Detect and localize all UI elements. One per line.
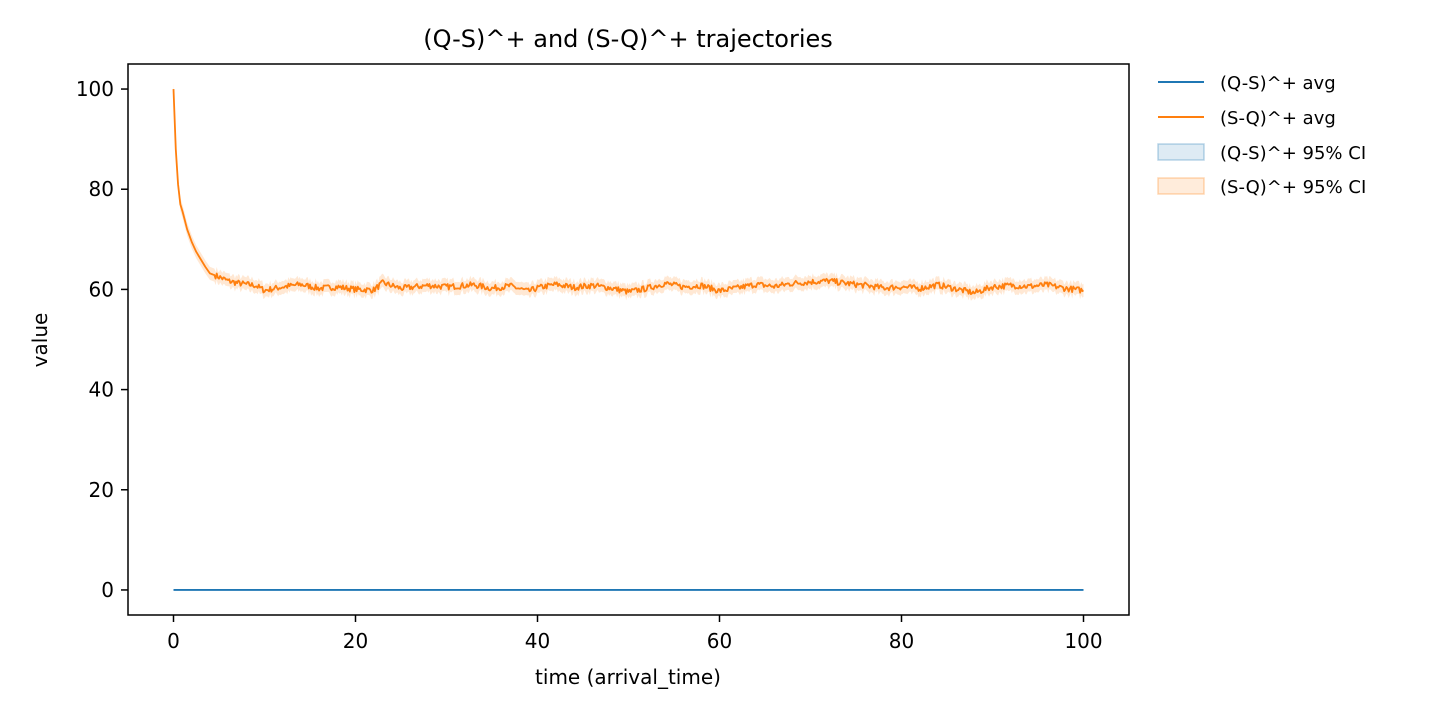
y-tick-label: 60 bbox=[89, 277, 114, 301]
x-tick-label: 100 bbox=[1064, 629, 1102, 653]
y-tick-label: 40 bbox=[89, 378, 114, 402]
x-tick-label: 40 bbox=[525, 629, 550, 653]
ci-band-sq bbox=[173, 82, 1084, 301]
legend-label-qs-avg: (Q-S)^+ avg bbox=[1220, 73, 1336, 94]
x-tick-label: 20 bbox=[343, 629, 368, 653]
y-tick-label: 20 bbox=[89, 478, 114, 502]
series-line-sq-avg bbox=[172, 89, 1084, 296]
y-axis-label: value bbox=[28, 313, 52, 368]
chart-title: (Q-S)^+ and (S-Q)^+ trajectories bbox=[423, 25, 833, 53]
legend-label-sq-avg: (S-Q)^+ avg bbox=[1220, 108, 1336, 129]
x-tick-label: 60 bbox=[707, 629, 732, 653]
y-tick-label: 0 bbox=[101, 578, 114, 602]
y-tick-label: 80 bbox=[89, 177, 114, 201]
legend-patch-sq-ci bbox=[1157, 177, 1205, 195]
legend-label-qs-ci: (Q-S)^+ 95% CI bbox=[1220, 143, 1366, 164]
x-axis-label: time (arrival_time) bbox=[535, 665, 721, 689]
legend-label-sq-ci: (S-Q)^+ 95% CI bbox=[1220, 177, 1366, 198]
y-axis: 0 20 40 60 80 100 bbox=[76, 77, 128, 602]
y-tick-label: 100 bbox=[76, 77, 114, 101]
legend: (Q-S)^+ avg (S-Q)^+ avg (Q-S)^+ 95% CI (… bbox=[1157, 73, 1366, 198]
plot-area bbox=[172, 82, 1084, 591]
plot-frame bbox=[127, 63, 1130, 616]
x-tick-label: 0 bbox=[167, 629, 180, 653]
x-tick-label: 80 bbox=[889, 629, 914, 653]
legend-patch-qs-ci bbox=[1157, 143, 1205, 161]
x-axis: 0 20 40 60 80 100 bbox=[167, 615, 1103, 653]
